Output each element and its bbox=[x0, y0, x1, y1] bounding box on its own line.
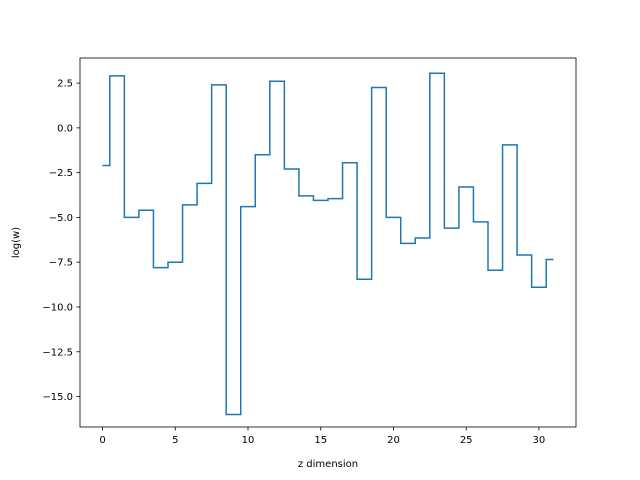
y-tick-label: 2.5 bbox=[57, 79, 73, 90]
y-tick-label: 0.0 bbox=[57, 123, 73, 134]
x-tick-label: 25 bbox=[460, 435, 473, 446]
x-tick-label: 10 bbox=[242, 435, 255, 446]
x-axis-label: z dimension bbox=[298, 459, 358, 470]
x-tick-label: 20 bbox=[387, 435, 400, 446]
y-axis-ticks: −15.0 −12.5 −10.0 −7.5 −5.0 −2.5 0.0 2.5 bbox=[42, 79, 80, 403]
y-tick-label: −12.5 bbox=[42, 347, 73, 358]
y-tick-label: −15.0 bbox=[42, 392, 73, 403]
y-tick-label: −10.0 bbox=[42, 302, 73, 313]
y-tick-label: −2.5 bbox=[49, 168, 73, 179]
plot-area bbox=[102, 72, 554, 416]
y-tick-label: −7.5 bbox=[49, 258, 73, 269]
y-tick-label: −5.0 bbox=[49, 213, 73, 224]
x-tick-label: 5 bbox=[172, 435, 178, 446]
x-tick-label: 30 bbox=[533, 435, 546, 446]
y-axis-label: log(w) bbox=[11, 227, 22, 258]
data-series-line-0 bbox=[102, 72, 554, 416]
x-tick-label: 0 bbox=[99, 435, 105, 446]
axes-frame bbox=[79, 57, 577, 428]
x-tick-label: 15 bbox=[314, 435, 327, 446]
x-axis-ticks: 0 5 10 15 20 25 30 bbox=[99, 427, 545, 446]
